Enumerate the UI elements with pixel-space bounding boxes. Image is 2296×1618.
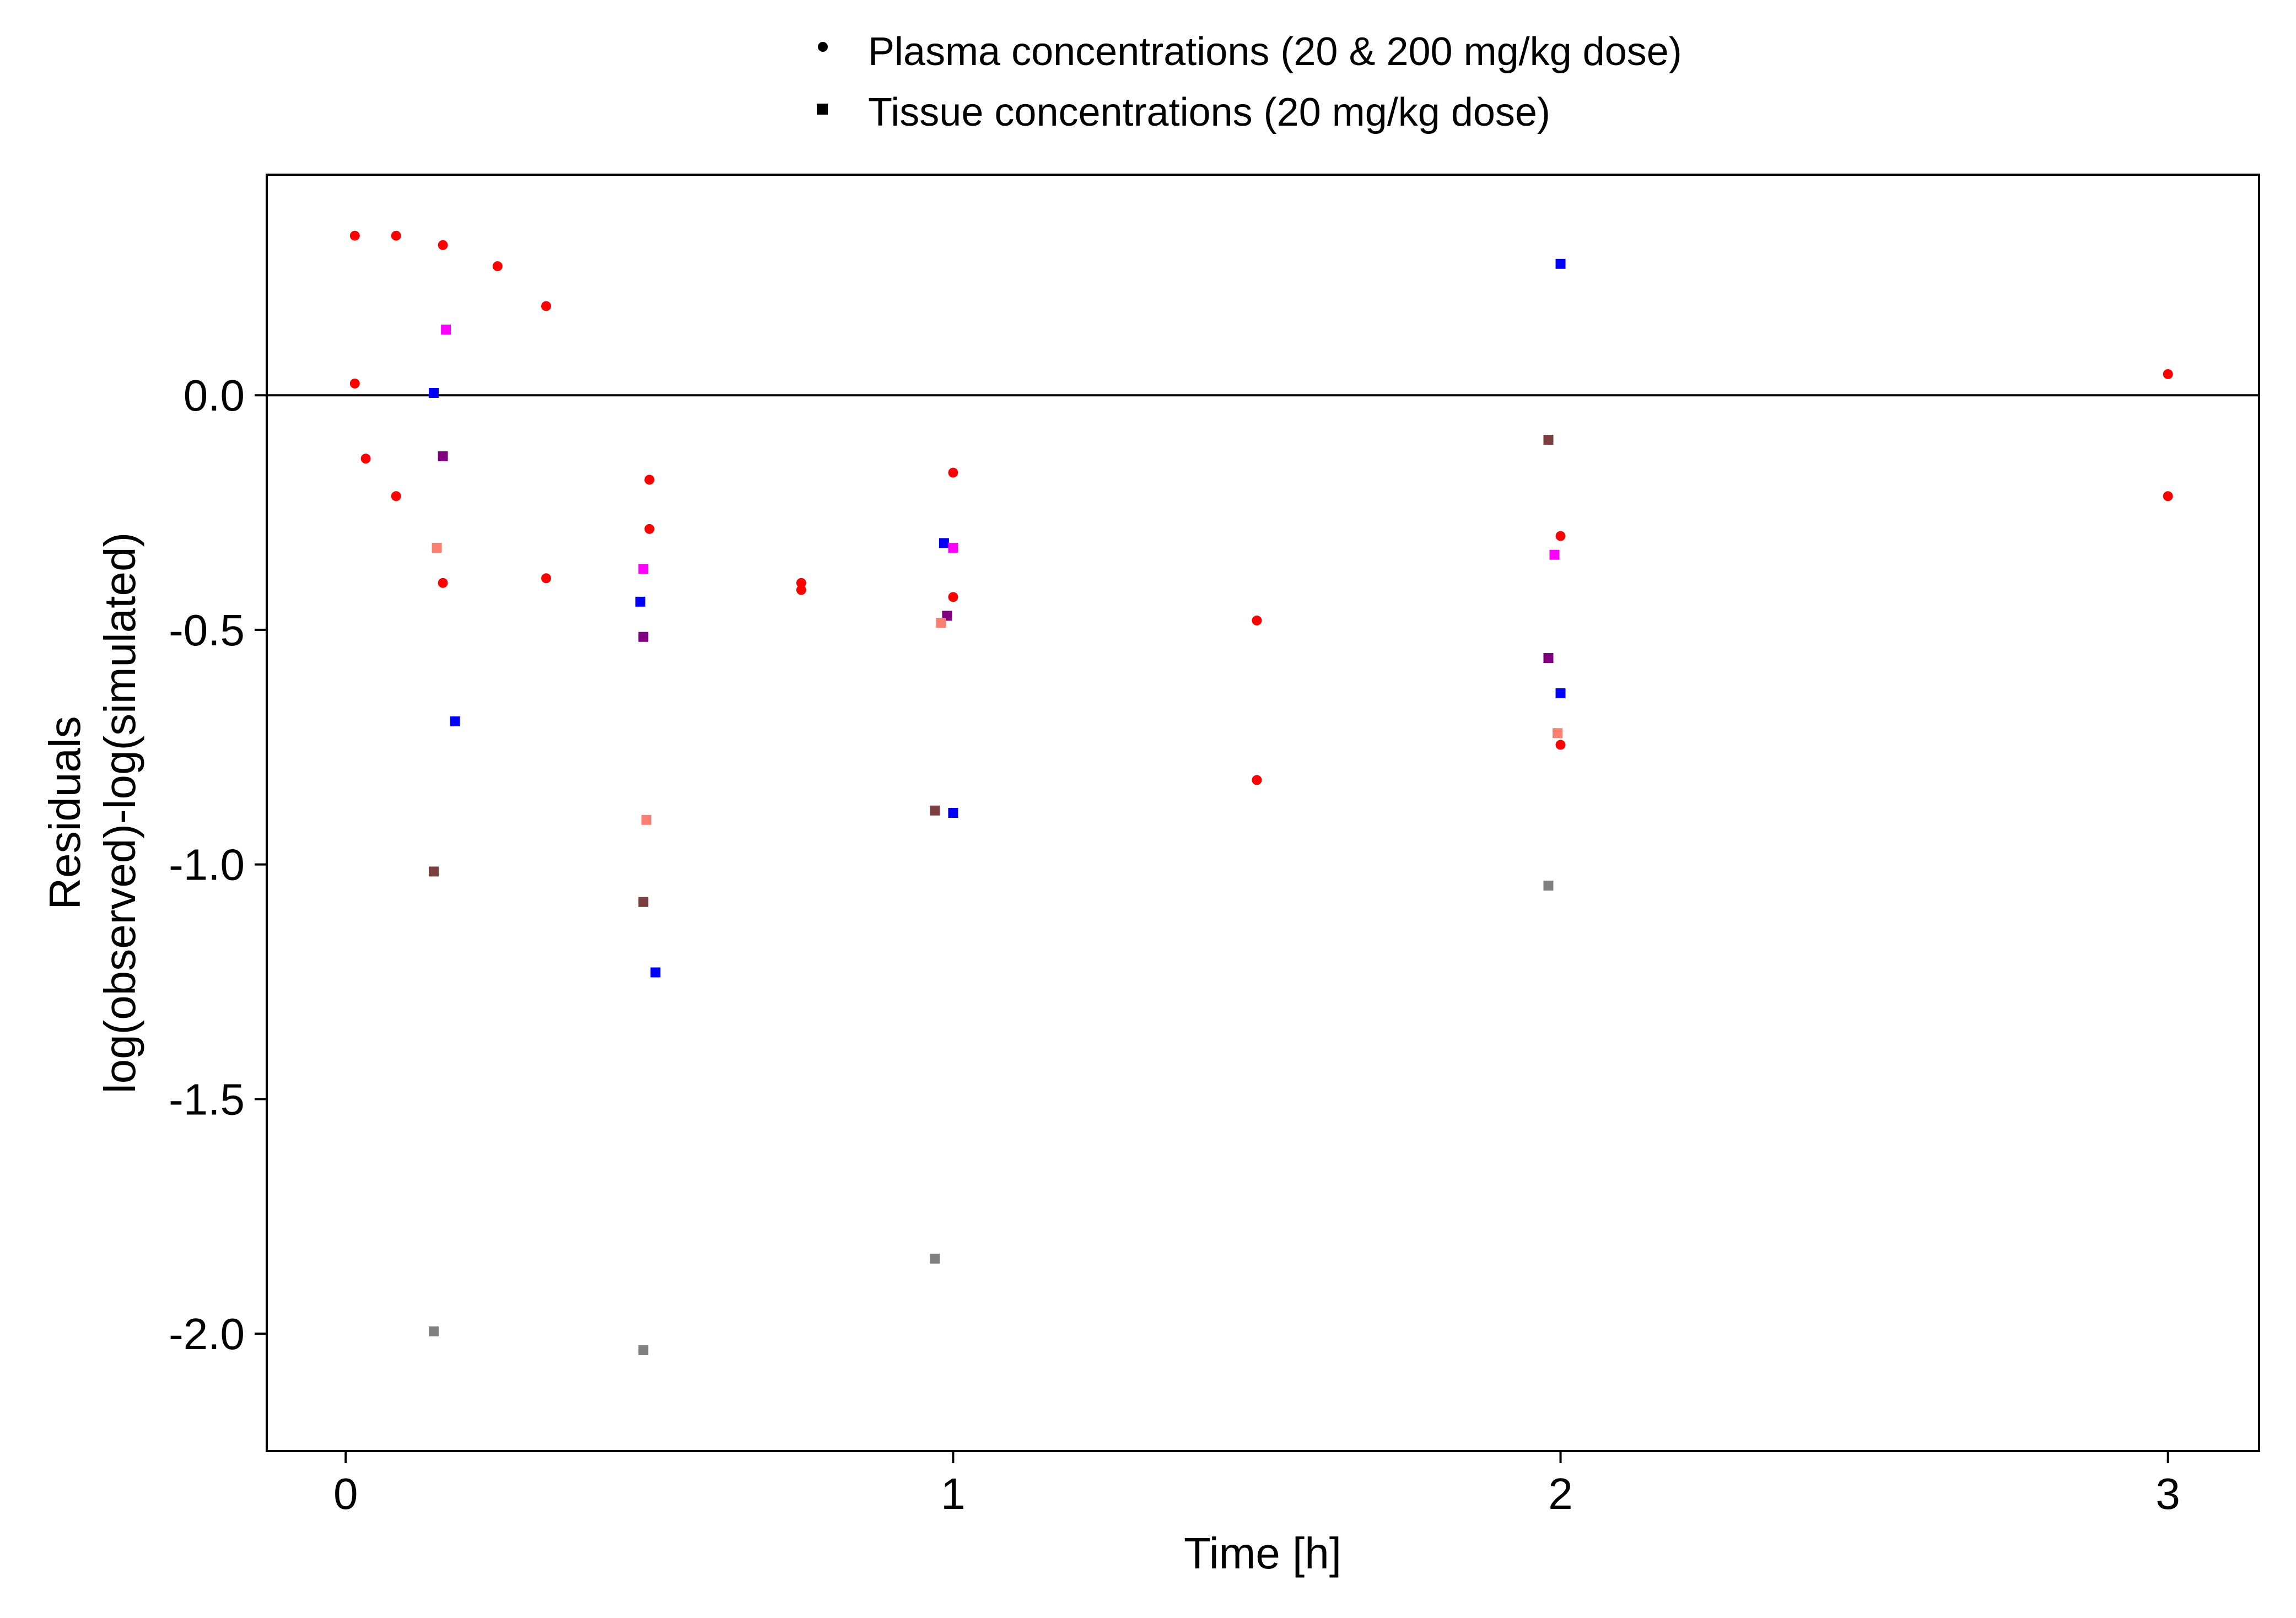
tissue-point <box>450 716 460 726</box>
x-axis-title: Time [h] <box>1184 1529 1341 1578</box>
tissue-point <box>948 808 958 818</box>
plasma-point <box>391 230 401 241</box>
tissue-point <box>650 967 661 978</box>
y-tick-label: -2.0 <box>169 1309 245 1358</box>
plasma-point <box>541 573 551 584</box>
x-tick-label: 3 <box>2155 1469 2180 1518</box>
tissue-point <box>429 387 439 398</box>
plasma-point <box>948 467 958 478</box>
y-axis: 0.0 -0.5 -1.0 -1.5 -2.0 <box>169 371 267 1358</box>
y-axis-title-line-1: Residuals <box>40 716 89 909</box>
tissue-point <box>1555 688 1566 698</box>
plasma-point <box>796 578 806 588</box>
x-axis: 0 1 2 3 <box>333 1451 2180 1518</box>
plasma-point <box>1252 615 1262 625</box>
tissue-point <box>638 632 649 642</box>
plasma-point <box>438 240 448 250</box>
plasma-point <box>360 454 371 464</box>
legend-plasma-label: Plasma concentrations (20 & 200 mg/kg do… <box>868 30 1682 74</box>
y-tick-label: -0.5 <box>169 606 245 655</box>
tissue-point <box>930 805 940 816</box>
y-tick-label: -1.5 <box>169 1075 245 1124</box>
plasma-point <box>948 592 958 602</box>
tissue-point <box>638 897 649 907</box>
tissue-point <box>939 538 949 548</box>
tissue-point <box>429 866 439 877</box>
tissue-point <box>1553 728 1563 738</box>
plasma-point <box>438 578 448 588</box>
x-tick-label: 2 <box>1548 1469 1573 1518</box>
legend-plasma-marker <box>818 42 828 52</box>
y-axis-title-line-2: log(observed)-log(simulated) <box>95 532 144 1093</box>
tissue-point <box>1543 880 1554 891</box>
plasma-point <box>349 378 360 389</box>
plot-frame <box>266 174 2260 1452</box>
legend-tissue-label: Tissue concentrations (20 mg/kg dose) <box>868 90 1550 134</box>
tissue-point <box>1549 549 1560 560</box>
tissue-point <box>1555 258 1566 269</box>
tissue-point <box>638 564 649 574</box>
plasma-point <box>2163 369 2173 379</box>
plasma-point <box>541 301 551 311</box>
tissue-point <box>429 1326 439 1336</box>
tissue-point <box>1543 653 1554 664</box>
tissue-point <box>1543 435 1554 445</box>
plasma-point <box>1555 740 1566 750</box>
plasma-point <box>796 585 806 595</box>
plasma-point <box>349 230 360 241</box>
tissue-point <box>438 451 448 461</box>
tissue-point <box>638 1345 649 1355</box>
tissue-point <box>635 596 645 607</box>
tissue-point <box>641 815 651 825</box>
data-points <box>349 230 2173 1355</box>
plasma-point <box>492 261 503 272</box>
legend: Plasma concentrations (20 & 200 mg/kg do… <box>817 30 1682 134</box>
legend-tissue-marker <box>817 104 828 115</box>
plasma-point <box>644 524 655 534</box>
tissue-point <box>930 1253 940 1264</box>
tissue-point <box>432 542 442 553</box>
y-tick-label: 0.0 <box>184 371 245 420</box>
tissue-point <box>948 542 958 553</box>
x-tick-label: 1 <box>941 1469 966 1518</box>
plasma-point <box>2163 491 2173 501</box>
tissue-point <box>936 618 946 628</box>
plasma-point <box>1555 531 1566 541</box>
plasma-point <box>391 491 401 501</box>
tissue-point <box>441 324 451 335</box>
y-tick-label: -1.0 <box>169 840 245 889</box>
plasma-point <box>1252 775 1262 785</box>
plasma-point <box>644 474 655 485</box>
x-tick-label: 0 <box>333 1469 358 1518</box>
